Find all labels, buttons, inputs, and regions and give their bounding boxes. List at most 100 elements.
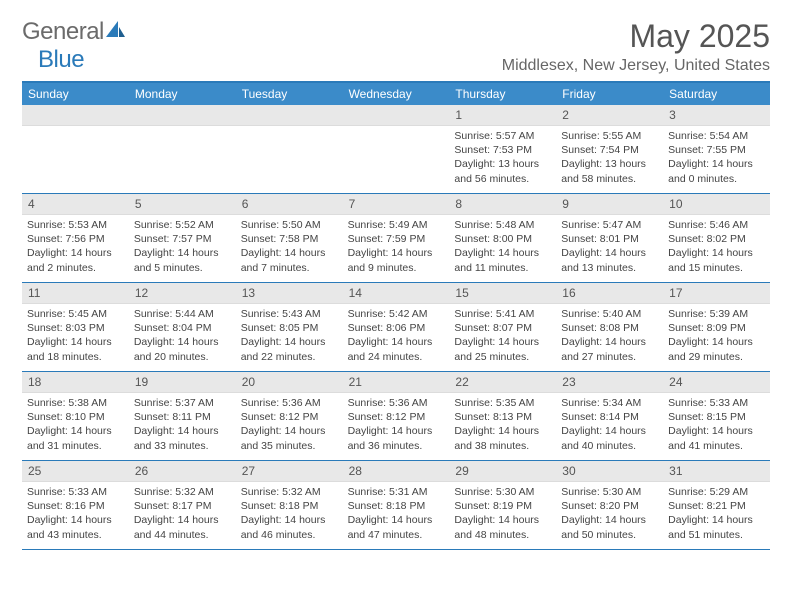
day-details: Sunrise: 5:35 AMSunset: 8:13 PMDaylight:… [449, 393, 556, 458]
day-cell: 8Sunrise: 5:48 AMSunset: 8:00 PMDaylight… [449, 194, 556, 282]
day-number: 8 [449, 194, 556, 215]
daylight-text: Daylight: 14 hours [668, 157, 765, 171]
day-details: Sunrise: 5:33 AMSunset: 8:16 PMDaylight:… [22, 482, 129, 547]
daylight-text: Daylight: 14 hours [561, 424, 658, 438]
daylight-text: Daylight: 14 hours [348, 335, 445, 349]
sunset-text: Sunset: 8:02 PM [668, 232, 765, 246]
day-number: 26 [129, 461, 236, 482]
day-number: 17 [663, 283, 770, 304]
day-cell: 4Sunrise: 5:53 AMSunset: 7:56 PMDaylight… [22, 194, 129, 282]
dow-sunday: Sunday [22, 83, 129, 105]
day-details: Sunrise: 5:48 AMSunset: 8:00 PMDaylight:… [449, 215, 556, 280]
day-number: 6 [236, 194, 343, 215]
sunrise-text: Sunrise: 5:54 AM [668, 129, 765, 143]
week-row: 4Sunrise: 5:53 AMSunset: 7:56 PMDaylight… [22, 194, 770, 283]
day-number: 1 [449, 105, 556, 126]
day-cell: 25Sunrise: 5:33 AMSunset: 8:16 PMDayligh… [22, 461, 129, 549]
calendar: SundayMondayTuesdayWednesdayThursdayFrid… [22, 81, 770, 550]
daylight-text: Daylight: 13 hours [454, 157, 551, 171]
daylight-text: Daylight: 14 hours [241, 513, 338, 527]
sunset-text: Sunset: 8:09 PM [668, 321, 765, 335]
daylight-text: Daylight: 14 hours [134, 424, 231, 438]
daylight-text: and 15 minutes. [668, 261, 765, 275]
daylight-text: Daylight: 14 hours [241, 424, 338, 438]
daylight-text: and 9 minutes. [348, 261, 445, 275]
daylight-text: and 22 minutes. [241, 350, 338, 364]
day-cell: 2Sunrise: 5:55 AMSunset: 7:54 PMDaylight… [556, 105, 663, 193]
day-details: Sunrise: 5:57 AMSunset: 7:53 PMDaylight:… [449, 126, 556, 191]
daylight-text: and 56 minutes. [454, 172, 551, 186]
day-cell: 24Sunrise: 5:33 AMSunset: 8:15 PMDayligh… [663, 372, 770, 460]
day-number: 27 [236, 461, 343, 482]
daylight-text: and 44 minutes. [134, 528, 231, 542]
daylight-text: Daylight: 14 hours [668, 513, 765, 527]
day-details: Sunrise: 5:32 AMSunset: 8:17 PMDaylight:… [129, 482, 236, 547]
sunset-text: Sunset: 8:04 PM [134, 321, 231, 335]
day-details: Sunrise: 5:30 AMSunset: 8:20 PMDaylight:… [556, 482, 663, 547]
daylight-text: and 31 minutes. [27, 439, 124, 453]
daylight-text: Daylight: 14 hours [241, 246, 338, 260]
day-cell: 20Sunrise: 5:36 AMSunset: 8:12 PMDayligh… [236, 372, 343, 460]
sunset-text: Sunset: 8:10 PM [27, 410, 124, 424]
daylight-text: Daylight: 14 hours [27, 335, 124, 349]
sunrise-text: Sunrise: 5:33 AM [27, 485, 124, 499]
dow-thursday: Thursday [449, 83, 556, 105]
sunrise-text: Sunrise: 5:55 AM [561, 129, 658, 143]
daylight-text: Daylight: 14 hours [348, 513, 445, 527]
sunset-text: Sunset: 8:11 PM [134, 410, 231, 424]
daylight-text: Daylight: 14 hours [454, 246, 551, 260]
day-number: 11 [22, 283, 129, 304]
daylight-text: Daylight: 14 hours [134, 335, 231, 349]
daylight-text: and 41 minutes. [668, 439, 765, 453]
day-number: 10 [663, 194, 770, 215]
daylight-text: Daylight: 14 hours [668, 424, 765, 438]
daylight-text: and 11 minutes. [454, 261, 551, 275]
daylight-text: Daylight: 14 hours [27, 424, 124, 438]
dow-tuesday: Tuesday [236, 83, 343, 105]
brand-text: GeneralBlue [22, 18, 126, 74]
day-cell: 19Sunrise: 5:37 AMSunset: 8:11 PMDayligh… [129, 372, 236, 460]
sunset-text: Sunset: 8:08 PM [561, 321, 658, 335]
day-details: Sunrise: 5:49 AMSunset: 7:59 PMDaylight:… [343, 215, 450, 280]
day-details: Sunrise: 5:46 AMSunset: 8:02 PMDaylight:… [663, 215, 770, 280]
day-details: Sunrise: 5:41 AMSunset: 8:07 PMDaylight:… [449, 304, 556, 369]
day-cell: 18Sunrise: 5:38 AMSunset: 8:10 PMDayligh… [22, 372, 129, 460]
sunset-text: Sunset: 8:17 PM [134, 499, 231, 513]
day-details: Sunrise: 5:31 AMSunset: 8:18 PMDaylight:… [343, 482, 450, 547]
dow-saturday: Saturday [663, 83, 770, 105]
days-of-week-row: SundayMondayTuesdayWednesdayThursdayFrid… [22, 83, 770, 105]
sunrise-text: Sunrise: 5:34 AM [561, 396, 658, 410]
day-number: 29 [449, 461, 556, 482]
sunrise-text: Sunrise: 5:30 AM [454, 485, 551, 499]
day-cell: 5Sunrise: 5:52 AMSunset: 7:57 PMDaylight… [129, 194, 236, 282]
sunrise-text: Sunrise: 5:33 AM [668, 396, 765, 410]
daylight-text: and 58 minutes. [561, 172, 658, 186]
sunrise-text: Sunrise: 5:36 AM [241, 396, 338, 410]
daylight-text: and 13 minutes. [561, 261, 658, 275]
location-text: Middlesex, New Jersey, United States [502, 57, 770, 75]
day-details: Sunrise: 5:36 AMSunset: 8:12 PMDaylight:… [236, 393, 343, 458]
sunrise-text: Sunrise: 5:47 AM [561, 218, 658, 232]
sunrise-text: Sunrise: 5:29 AM [668, 485, 765, 499]
week-row: 25Sunrise: 5:33 AMSunset: 8:16 PMDayligh… [22, 461, 770, 550]
sunrise-text: Sunrise: 5:44 AM [134, 307, 231, 321]
day-cell: 14Sunrise: 5:42 AMSunset: 8:06 PMDayligh… [343, 283, 450, 371]
day-details: Sunrise: 5:37 AMSunset: 8:11 PMDaylight:… [129, 393, 236, 458]
week-row: 1Sunrise: 5:57 AMSunset: 7:53 PMDaylight… [22, 105, 770, 194]
sunset-text: Sunset: 8:16 PM [27, 499, 124, 513]
day-cell: 28Sunrise: 5:31 AMSunset: 8:18 PMDayligh… [343, 461, 450, 549]
dow-monday: Monday [129, 83, 236, 105]
day-number: 28 [343, 461, 450, 482]
day-details: Sunrise: 5:52 AMSunset: 7:57 PMDaylight:… [129, 215, 236, 280]
day-number: 20 [236, 372, 343, 393]
day-number: 15 [449, 283, 556, 304]
sunrise-text: Sunrise: 5:31 AM [348, 485, 445, 499]
sunset-text: Sunset: 8:19 PM [454, 499, 551, 513]
sunset-text: Sunset: 8:05 PM [241, 321, 338, 335]
sunset-text: Sunset: 8:13 PM [454, 410, 551, 424]
daylight-text: Daylight: 14 hours [454, 513, 551, 527]
day-cell: 26Sunrise: 5:32 AMSunset: 8:17 PMDayligh… [129, 461, 236, 549]
sunrise-text: Sunrise: 5:40 AM [561, 307, 658, 321]
daylight-text: and 47 minutes. [348, 528, 445, 542]
sunset-text: Sunset: 7:53 PM [454, 143, 551, 157]
